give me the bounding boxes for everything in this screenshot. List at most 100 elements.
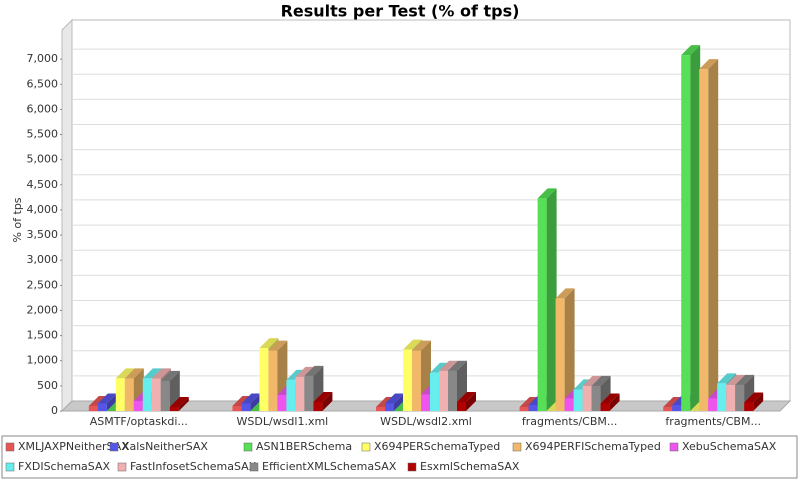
bar [708,398,718,411]
bar [735,384,745,411]
y-tick-label: 2,500 [27,278,59,291]
bar [457,401,466,411]
bar [304,375,314,411]
bar [699,69,709,411]
bar [412,350,421,411]
bar-top [717,373,737,384]
legend-label: X694PERSchemaTyped [374,440,500,453]
legend-label: X694PERFISchemaTyped [525,440,661,453]
bar-top [726,374,746,385]
bar-side [708,59,719,411]
bar [663,406,673,411]
legend-label: ASN1BERSchema [256,440,352,453]
bar [241,403,251,411]
y-tick-label: 3,500 [27,228,59,241]
bar-top [259,338,279,349]
bar-top [744,392,764,403]
x-tick-label: WSDL/wsdl1.xml [237,415,329,428]
bar [313,401,323,411]
bar [133,400,143,411]
bar [115,378,125,411]
y-tick-label: 2,000 [27,303,59,316]
bar-side [322,391,333,411]
bar [528,404,538,411]
legend-label: FastInfosetSchemaSAX [130,460,257,473]
bar-top [313,391,333,402]
bar [142,378,152,411]
bar [555,298,565,411]
legend-swatch [5,442,15,452]
bar-top [115,368,135,379]
y-tick-label: 3,000 [27,253,59,266]
bar-side [753,392,764,411]
y-tick-label: 5,500 [27,128,59,141]
bar [160,380,170,411]
x-tick-label: fragments/CBM... [522,415,618,428]
bar [439,370,448,411]
bar-top [97,393,117,404]
bar [744,402,754,411]
y-axis-label: % of tps [11,197,24,242]
bar [259,348,269,411]
y-tick-label: 500 [37,379,58,392]
bar-top [663,396,683,407]
bar [88,405,98,411]
bar-top [151,368,171,379]
bar [573,389,583,411]
chart-title: Results per Test (% of tps) [281,2,520,21]
bar [277,394,287,411]
y-tick-label: 5,000 [27,153,59,166]
x-tick-label: WSDL/wsdl2.xml [380,415,472,428]
bar [232,405,242,411]
legend-swatch [407,462,417,472]
back-wall [71,19,791,402]
bar-top [142,368,162,379]
bar [717,383,727,411]
bar [385,403,394,411]
bar [151,378,161,411]
bar-top [241,393,261,404]
legend-swatch [5,462,15,472]
y-tick-label: 1,500 [27,329,59,342]
bar-top [600,393,620,404]
bar-top [412,340,431,351]
legend-label: FXDISchemaSAX [18,460,111,473]
bar-top [699,59,719,70]
bar-top [735,374,755,385]
bar [268,350,278,411]
bar-side [106,393,117,411]
y-tick-label: 6,500 [27,77,59,90]
bar [295,376,305,411]
bar-top [519,396,539,407]
bar [591,385,601,411]
legend-swatch [243,442,253,452]
legend-label: EfficientXMLSchemaSAX [262,460,397,473]
bar [681,55,691,411]
bar-side [394,393,404,411]
x-tick-label: ASMTF/optaskdi... [90,415,188,428]
bar [97,403,107,411]
legend-swatch [512,442,522,452]
y-tick-label: 6,000 [27,102,59,115]
bar-top [295,366,315,377]
bar-top [403,339,422,350]
bar [448,370,457,411]
left-wall [61,18,73,413]
bar [124,378,134,411]
y-tick-label: 4,500 [27,178,59,191]
bar-top [591,375,611,386]
bar-top [304,365,324,376]
x-tick-label: fragments/CBM... [665,415,761,428]
bar [582,385,592,411]
legend-label: XebuSchemaSAX [682,440,777,453]
bar-top [268,340,288,351]
bar [564,398,574,411]
bar-top [681,45,701,56]
legend-swatch [109,442,119,452]
y-tick-label: 0 [51,404,58,417]
bar-top [448,360,467,371]
bar-top [582,375,602,386]
bar [421,394,430,411]
bar-top [169,396,189,407]
